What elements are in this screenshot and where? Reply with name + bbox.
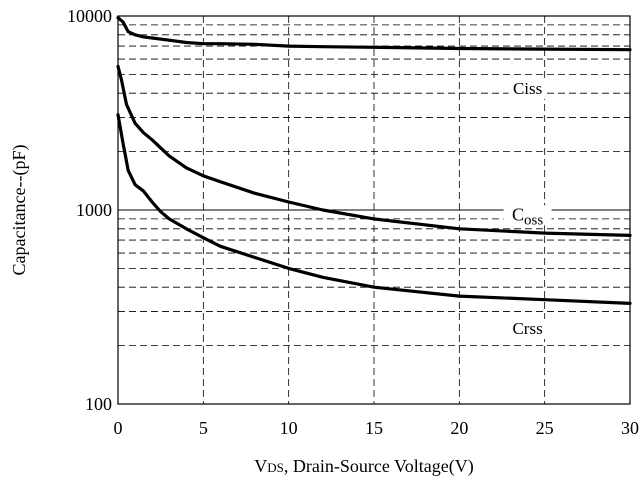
x-tick-label: 25 (536, 418, 554, 438)
x-axis-title-sub: DS (267, 460, 284, 475)
x-tick-label: 0 (114, 418, 123, 438)
x-axis-title-main: V (254, 456, 267, 476)
series-label-bg (508, 318, 547, 339)
series-label-coss: Coss (512, 204, 543, 228)
series-label-main: C (512, 204, 524, 224)
plot-frame (117, 15, 631, 405)
curve-layer (116, 16, 632, 305)
series-label-main: Crss (512, 319, 542, 338)
y-tick-label: 100 (85, 394, 112, 414)
y-tick-label: 1000 (76, 200, 112, 220)
series-label-bg (508, 78, 547, 99)
series-line-coss (116, 64, 632, 237)
tick-label-layer: 0 5 10 15 20 25 30 100 1000 10000 (67, 6, 639, 438)
x-tick-label: 30 (621, 418, 639, 438)
series-label-layer: Ciss Coss Crss (503, 78, 552, 339)
x-axis-title: VDS, Drain-Source Voltage(V) (254, 456, 473, 477)
x-tick-label: 10 (280, 418, 298, 438)
series-line-crss (116, 113, 632, 305)
x-tick-label: 20 (450, 418, 468, 438)
y-tick-label: 10000 (67, 6, 112, 26)
x-tick-label: 15 (365, 418, 383, 438)
series-line-ciss (116, 16, 632, 52)
x-axis-title-rest: , Drain-Source Voltage(V) (284, 456, 474, 477)
grid-layer (118, 16, 630, 404)
series-label-ciss: Ciss (513, 79, 542, 98)
series-label-main: Ciss (513, 79, 542, 98)
series-label-sub: oss (524, 212, 543, 228)
y-axis-title: Capacitance--(pF) (9, 145, 30, 276)
series-label-bg (503, 205, 552, 226)
x-tick-label: 5 (199, 418, 208, 438)
series-label-crss: Crss (512, 319, 542, 338)
